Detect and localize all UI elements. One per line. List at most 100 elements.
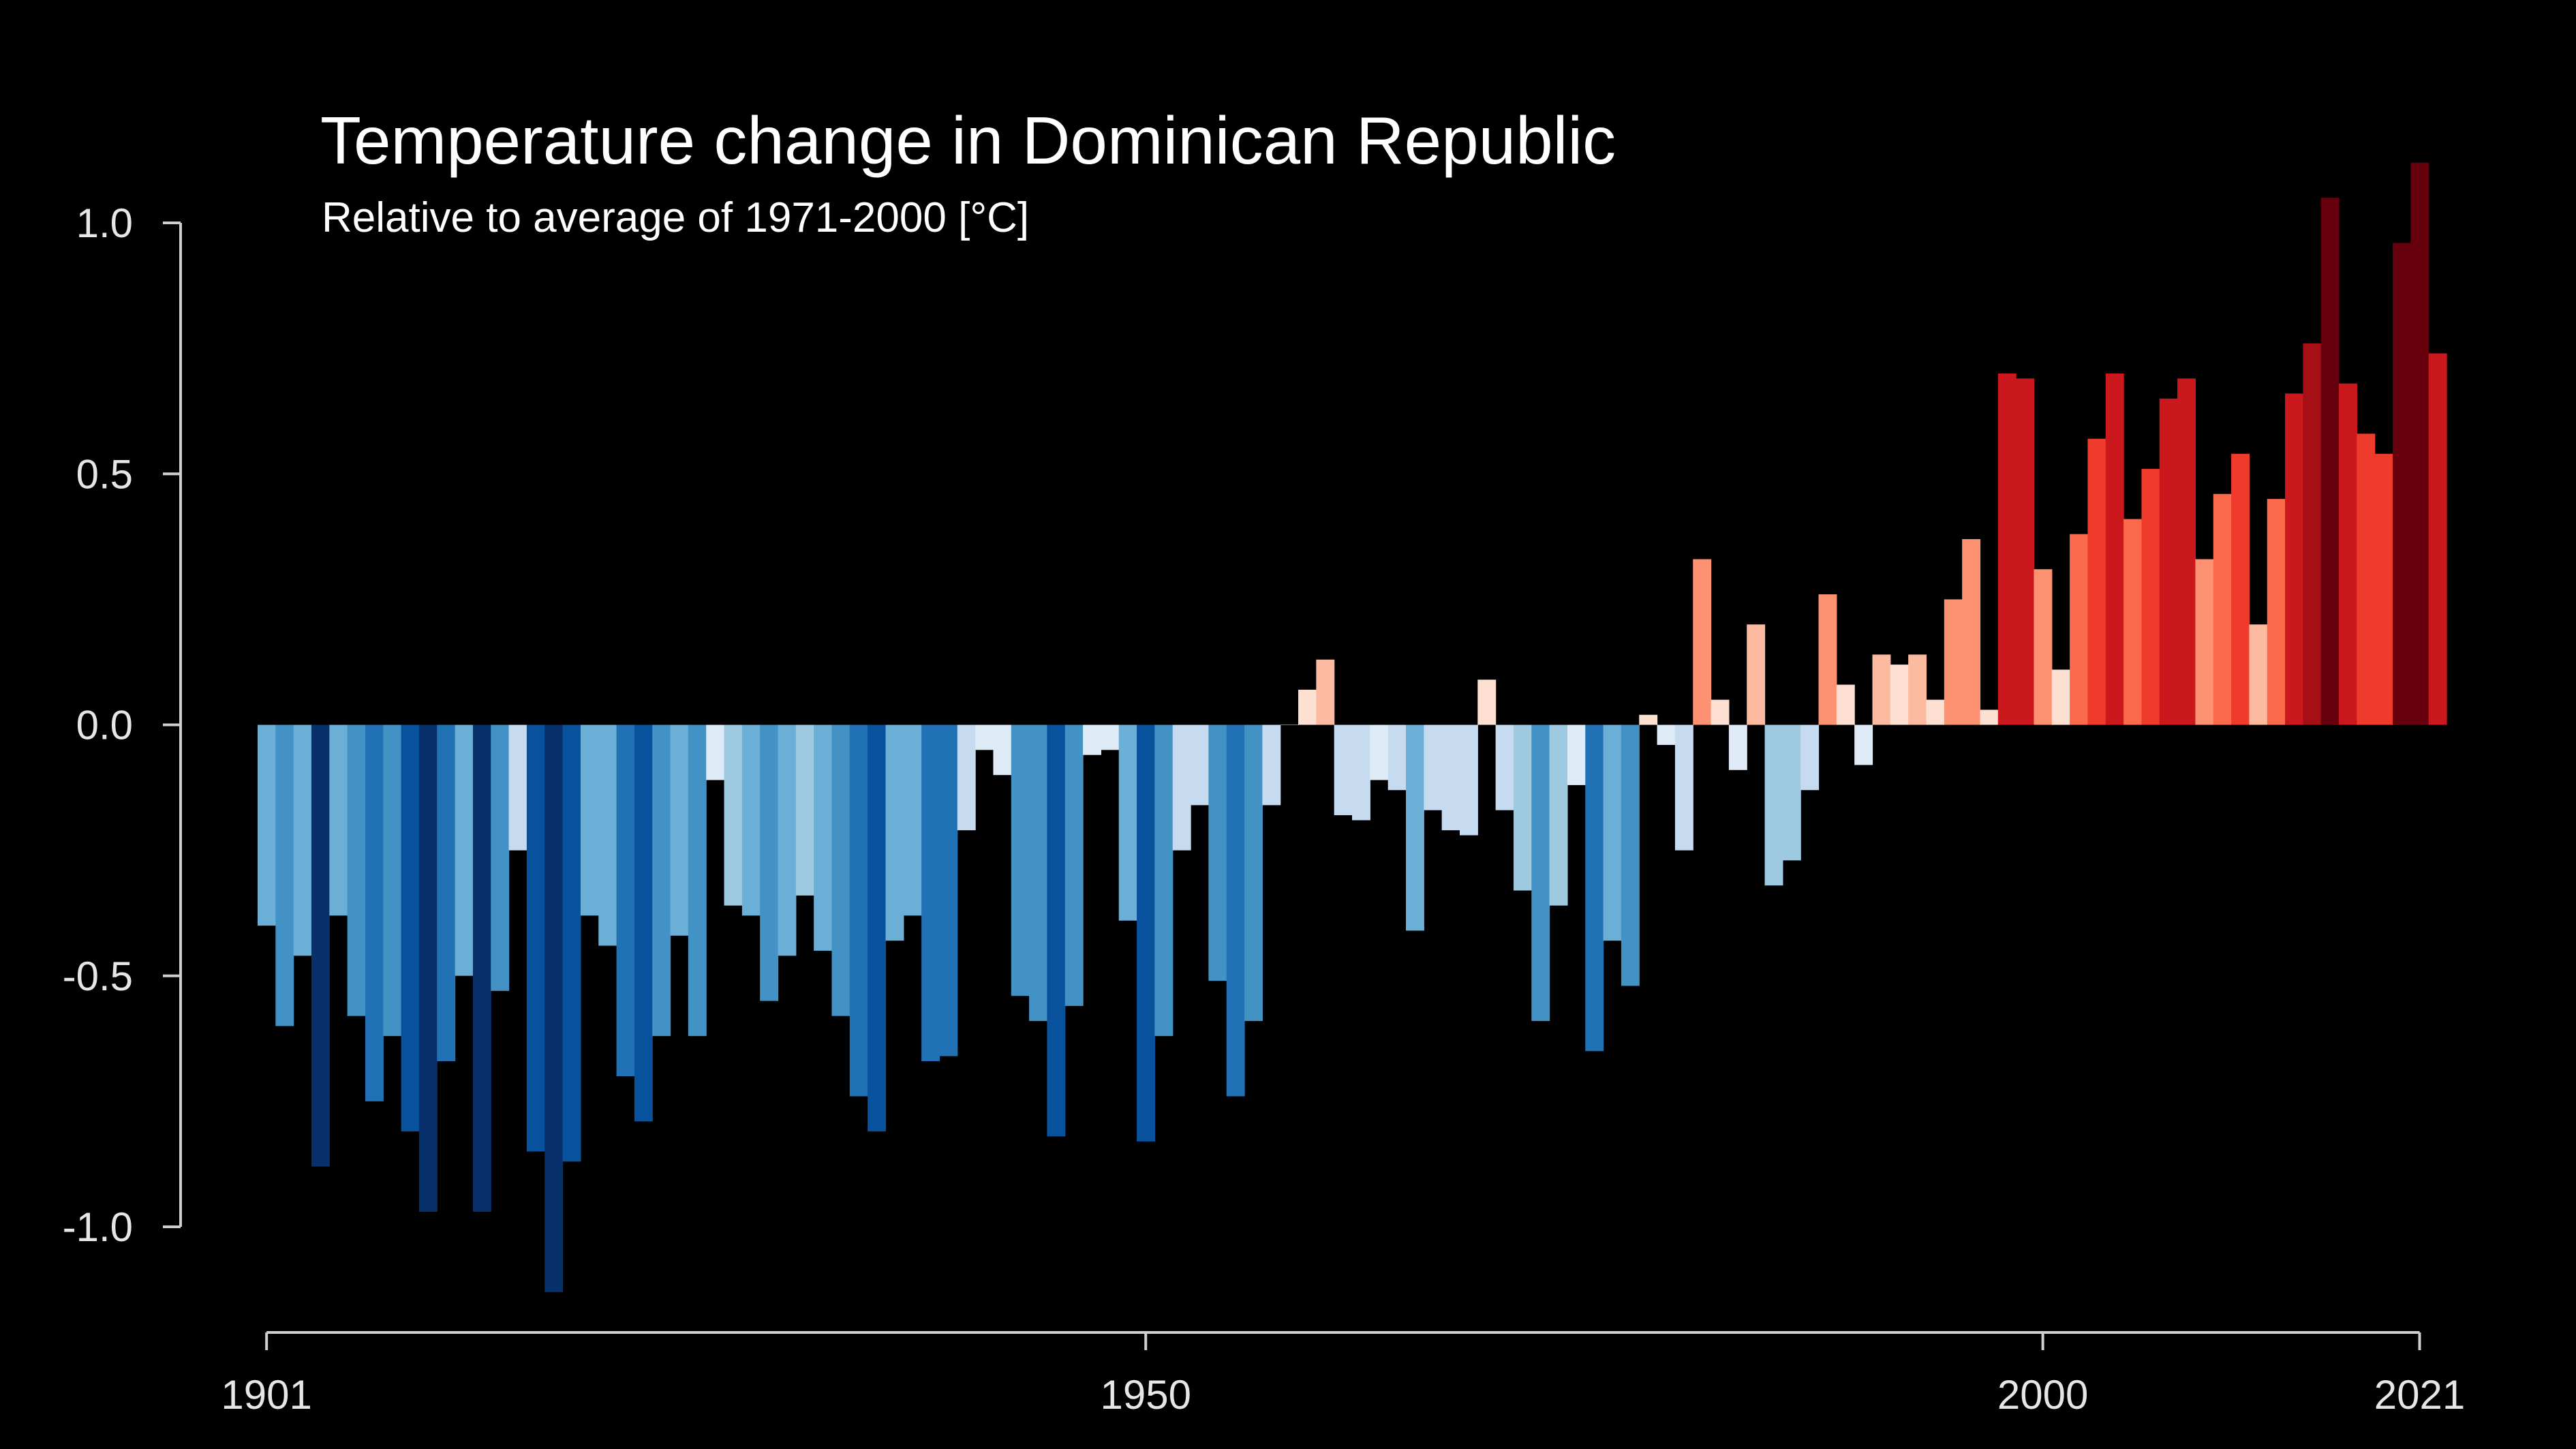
bar-1908: [383, 724, 402, 1037]
bar-1985: [1764, 724, 1783, 886]
bar-1936: [885, 724, 904, 941]
y-tick-label: 1.0: [76, 200, 133, 246]
bar-1972: [1531, 724, 1550, 1022]
bar-2018: [2357, 433, 2376, 725]
bar-2009: [2195, 559, 2214, 725]
bar-1905: [329, 724, 348, 916]
bar-1954: [1208, 724, 1227, 981]
bar-1964: [1387, 724, 1407, 791]
bar-1982: [1711, 699, 1730, 725]
bar-1983: [1728, 724, 1747, 770]
bar-1984: [1747, 624, 1766, 725]
bar-1906: [347, 724, 366, 1016]
bar-1952: [1172, 724, 1191, 851]
bar-1978: [1639, 714, 1658, 725]
bar-1973: [1549, 724, 1568, 906]
bar-1991: [1872, 654, 1891, 725]
bar-1980: [1674, 724, 1693, 851]
bar-2020: [2393, 243, 2411, 725]
bar-1932: [814, 724, 833, 951]
bar-1967: [1441, 724, 1460, 831]
bar-1975: [1585, 724, 1604, 1052]
bar-1998: [1997, 373, 2017, 725]
bar-1989: [1836, 684, 1855, 725]
bar-1971: [1513, 724, 1532, 891]
bar-1935: [868, 724, 887, 1132]
bar-1946: [1064, 724, 1084, 1006]
bar-2017: [2339, 383, 2357, 725]
y-axis: 1.0 0.5 0.0 -0.5 -1.0: [63, 200, 182, 1250]
bar-1901: [258, 724, 276, 926]
bar-1974: [1567, 724, 1586, 785]
bar-1945: [1047, 724, 1066, 1137]
bar-1979: [1657, 724, 1676, 745]
bar-1934: [849, 724, 868, 1097]
bar-1999: [2016, 378, 2035, 725]
x-axis: 1901 1950 2000 2021: [221, 1331, 2465, 1418]
bar-2014: [2285, 393, 2303, 725]
bar-1958: [1280, 724, 1299, 725]
bar-1941: [975, 724, 994, 750]
bar-2004: [2105, 373, 2124, 725]
bar-1938: [921, 724, 940, 1061]
bar-1969: [1477, 680, 1497, 725]
bar-1955: [1226, 724, 1245, 1097]
bar-1907: [365, 724, 384, 1101]
bar-2001: [2051, 669, 2070, 725]
bar-2015: [2303, 343, 2322, 725]
bar-2008: [2177, 378, 2196, 725]
bar-1981: [1693, 559, 1712, 725]
bar-1987: [1800, 724, 1820, 791]
bar-1913: [472, 724, 491, 1212]
bar-1949: [1118, 724, 1137, 921]
bar-1960: [1316, 659, 1335, 725]
bar-2022: [2428, 353, 2447, 725]
bar-1966: [1424, 724, 1443, 810]
bar-1911: [437, 724, 456, 1061]
x-tick-label: 2000: [1997, 1372, 2088, 1418]
bar-1937: [903, 724, 922, 916]
bar-1910: [418, 724, 438, 1212]
bar-2005: [2123, 519, 2143, 725]
y-tick-label: 0.5: [76, 451, 133, 497]
bar-1995: [1944, 599, 1963, 725]
bar-1922: [634, 724, 653, 1122]
y-tick-label: 0.0: [76, 703, 133, 748]
bar-1904: [311, 724, 330, 1167]
bar-1963: [1370, 724, 1389, 780]
bar-1962: [1352, 724, 1370, 821]
bar-2007: [2159, 398, 2178, 725]
bar-1902: [275, 724, 294, 1026]
bar-2012: [2249, 624, 2268, 725]
bar-1940: [957, 724, 976, 831]
bar-2002: [2070, 534, 2089, 725]
bar-1929: [760, 724, 779, 1001]
bar-1951: [1154, 724, 1174, 1037]
chart-title: Temperature change in Dominican Republic: [320, 103, 1616, 178]
bar-1920: [598, 724, 617, 946]
x-tick-label: 2021: [2374, 1372, 2465, 1418]
x-tick-label: 1901: [221, 1372, 311, 1418]
bar-1939: [939, 724, 958, 1056]
bar-1950: [1137, 724, 1155, 1142]
bar-1931: [795, 724, 814, 896]
bar-1959: [1298, 689, 1317, 725]
bar-1925: [688, 724, 707, 1037]
bar-1976: [1603, 724, 1622, 941]
bar-1944: [1029, 724, 1048, 1022]
y-tick-label: -1.0: [63, 1204, 133, 1250]
bar-2016: [2320, 198, 2340, 725]
bar-2011: [2231, 453, 2250, 725]
bar-2000: [2034, 569, 2053, 725]
bar-1948: [1101, 724, 1120, 750]
bar-1988: [1818, 594, 1837, 725]
bar-1916: [526, 724, 545, 1152]
bar-2006: [2141, 468, 2160, 725]
bar-1997: [1980, 710, 1999, 725]
bar-1915: [508, 724, 527, 851]
bar-1926: [706, 724, 725, 780]
bar-1996: [1962, 539, 1981, 725]
bar-1918: [562, 724, 581, 1162]
bar-2003: [2087, 438, 2106, 725]
